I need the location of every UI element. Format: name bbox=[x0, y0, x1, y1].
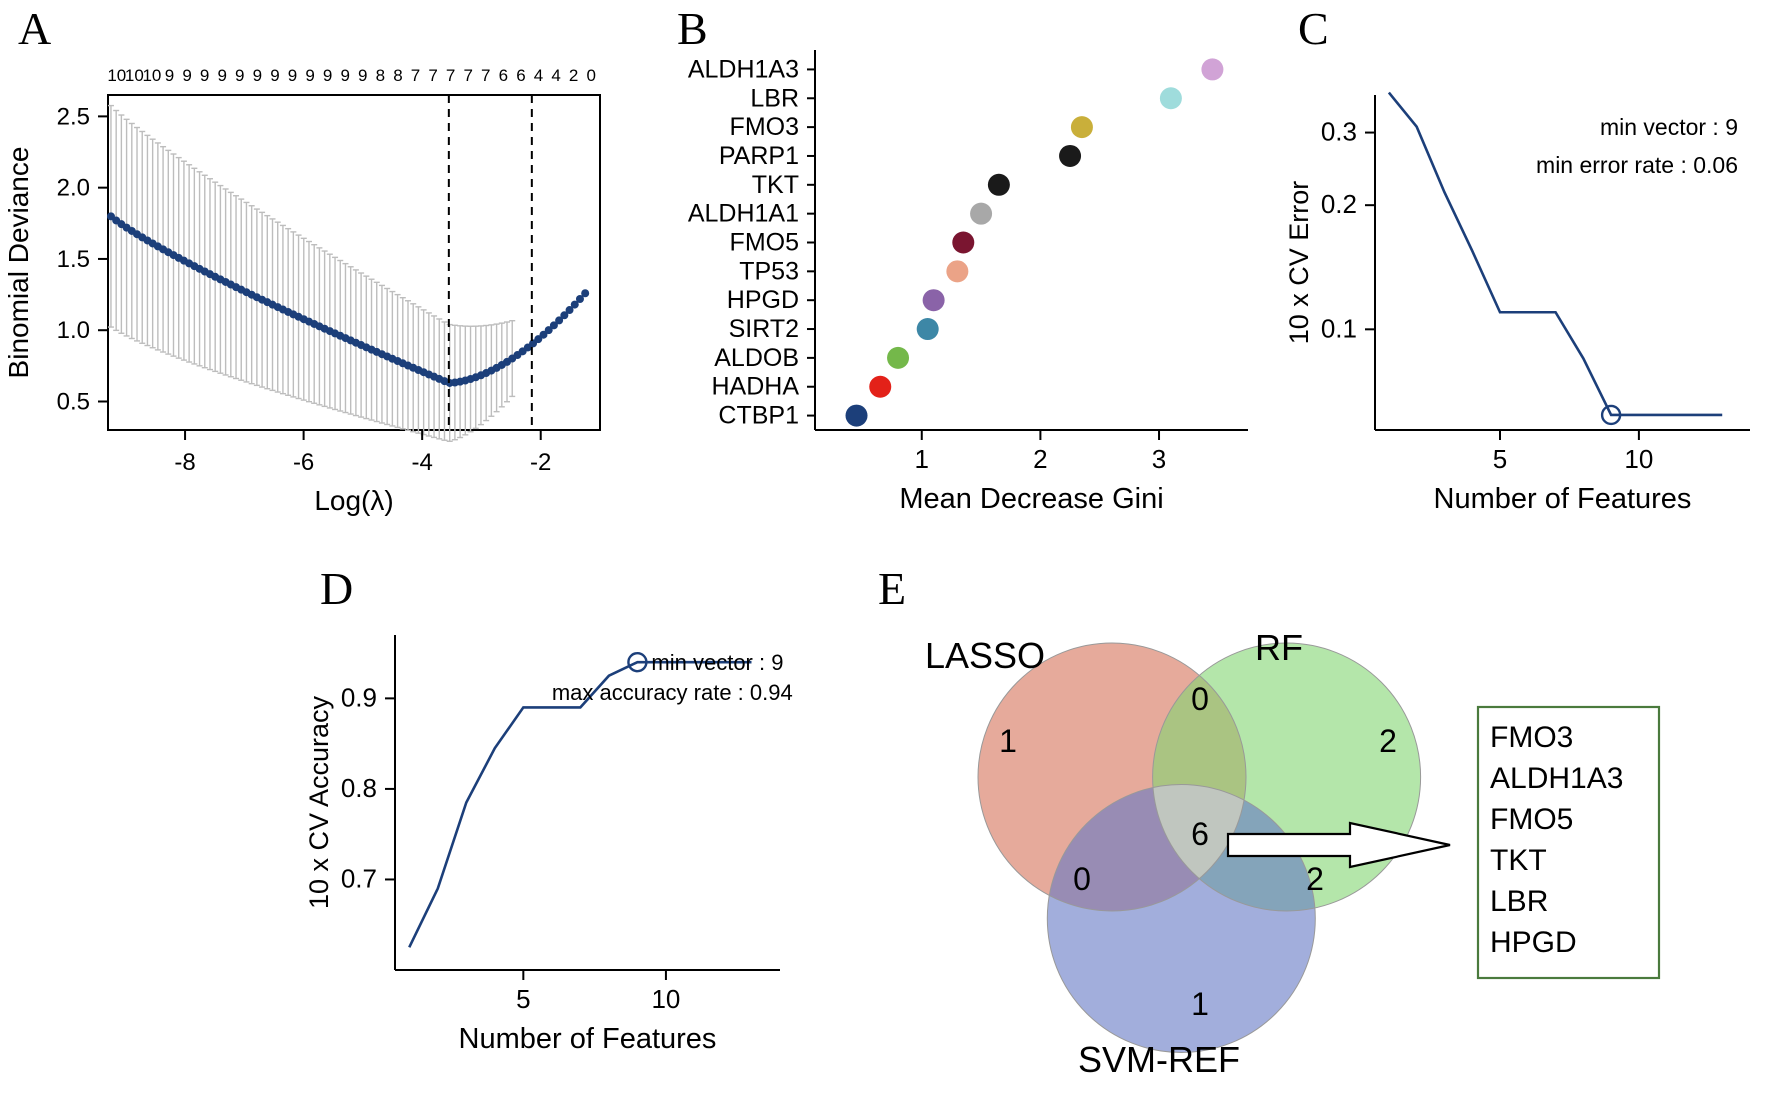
svg-text:9: 9 bbox=[235, 66, 244, 85]
svg-text:9: 9 bbox=[253, 66, 262, 85]
svg-text:7: 7 bbox=[411, 66, 420, 85]
svg-text:HADHA: HADHA bbox=[711, 373, 799, 401]
svg-text:HPGD: HPGD bbox=[727, 286, 799, 314]
svg-text:7: 7 bbox=[481, 66, 490, 85]
svg-text:FMO5: FMO5 bbox=[1490, 803, 1573, 836]
svg-text:1: 1 bbox=[915, 444, 929, 474]
svg-text:1: 1 bbox=[1191, 986, 1209, 1022]
svg-text:9: 9 bbox=[165, 66, 174, 85]
svg-text:ALDH1A3: ALDH1A3 bbox=[688, 55, 799, 83]
svg-text:-8: -8 bbox=[174, 449, 195, 476]
svg-text:0.3: 0.3 bbox=[1321, 117, 1357, 147]
svg-text:4: 4 bbox=[534, 66, 543, 85]
svg-text:LBR: LBR bbox=[1490, 885, 1548, 918]
svg-text:LBR: LBR bbox=[750, 84, 799, 112]
svg-text:FMO5: FMO5 bbox=[730, 229, 799, 257]
svg-text:HPGD: HPGD bbox=[1490, 926, 1577, 959]
svg-text:0.7: 0.7 bbox=[341, 863, 377, 893]
svg-text:2: 2 bbox=[1306, 861, 1324, 897]
svg-text:0: 0 bbox=[1191, 681, 1209, 717]
svg-text:TP53: TP53 bbox=[739, 257, 799, 285]
svg-text:0.9: 0.9 bbox=[341, 682, 377, 712]
svg-text:6: 6 bbox=[1191, 816, 1209, 852]
svg-text:9: 9 bbox=[323, 66, 332, 85]
svg-text:10 x CV Error: 10 x CV Error bbox=[1284, 181, 1314, 345]
svg-text:RF: RF bbox=[1255, 627, 1303, 668]
svg-text:4: 4 bbox=[551, 66, 560, 85]
svg-text:9: 9 bbox=[340, 66, 349, 85]
svg-text:2.5: 2.5 bbox=[57, 103, 90, 130]
svg-text:min vector : 9: min vector : 9 bbox=[1600, 114, 1738, 140]
svg-text:2: 2 bbox=[1033, 444, 1047, 474]
svg-text:0: 0 bbox=[1073, 861, 1091, 897]
svg-text:9: 9 bbox=[217, 66, 226, 85]
svg-text:ALDH1A3: ALDH1A3 bbox=[1490, 762, 1623, 795]
svg-text:-6: -6 bbox=[293, 449, 314, 476]
svg-text:0.5: 0.5 bbox=[57, 388, 90, 415]
svg-text:max accuracy rate : 0.94: max accuracy rate : 0.94 bbox=[552, 680, 793, 705]
svg-text:LASSO: LASSO bbox=[925, 635, 1045, 676]
svg-text:10: 10 bbox=[142, 66, 161, 85]
svg-text:8: 8 bbox=[376, 66, 385, 85]
svg-text:min error rate : 0.06: min error rate : 0.06 bbox=[1536, 152, 1738, 178]
svg-text:10 x CV Accuracy: 10 x CV Accuracy bbox=[304, 695, 334, 909]
svg-text:2: 2 bbox=[569, 66, 578, 85]
svg-text:Binomial Deviance: Binomial Deviance bbox=[3, 147, 34, 379]
svg-text:FMO3: FMO3 bbox=[1490, 721, 1573, 754]
svg-text:0.2: 0.2 bbox=[1321, 189, 1357, 219]
svg-text:3: 3 bbox=[1152, 444, 1166, 474]
svg-text:TKT: TKT bbox=[752, 171, 799, 199]
svg-text:10: 10 bbox=[1624, 444, 1653, 474]
svg-text:5: 5 bbox=[516, 984, 530, 1014]
svg-text:2: 2 bbox=[1379, 723, 1397, 759]
svg-text:ALDH1A1: ALDH1A1 bbox=[688, 200, 799, 228]
svg-text:-2: -2 bbox=[530, 449, 551, 476]
svg-text:TKT: TKT bbox=[1490, 844, 1547, 877]
svg-text:9: 9 bbox=[288, 66, 297, 85]
svg-text:7: 7 bbox=[463, 66, 472, 85]
svg-text:SVM-REF: SVM-REF bbox=[1078, 1039, 1240, 1080]
svg-text:5: 5 bbox=[1493, 444, 1507, 474]
svg-text:10: 10 bbox=[125, 66, 144, 85]
svg-text:0.1: 0.1 bbox=[1321, 313, 1357, 343]
svg-text:Mean Decrease Gini: Mean Decrease Gini bbox=[899, 483, 1163, 515]
svg-text:FMO3: FMO3 bbox=[730, 113, 799, 141]
svg-text:2.0: 2.0 bbox=[57, 175, 90, 202]
svg-text:10: 10 bbox=[651, 984, 680, 1014]
svg-text:9: 9 bbox=[358, 66, 367, 85]
svg-text:9: 9 bbox=[270, 66, 279, 85]
svg-text:Log(λ): Log(λ) bbox=[314, 485, 393, 516]
svg-text:-4: -4 bbox=[411, 449, 432, 476]
svg-text:SIRT2: SIRT2 bbox=[729, 315, 799, 343]
svg-text:10: 10 bbox=[107, 66, 126, 85]
svg-text:7: 7 bbox=[428, 66, 437, 85]
svg-text:CTBP1: CTBP1 bbox=[718, 402, 799, 430]
svg-text:7: 7 bbox=[446, 66, 455, 85]
svg-text:9: 9 bbox=[182, 66, 191, 85]
svg-text:Number of Features: Number of Features bbox=[1434, 483, 1692, 515]
svg-text:9: 9 bbox=[305, 66, 314, 85]
svg-text:9: 9 bbox=[200, 66, 209, 85]
svg-text:0.8: 0.8 bbox=[341, 773, 377, 803]
svg-text:6: 6 bbox=[499, 66, 508, 85]
svg-text:PARP1: PARP1 bbox=[719, 142, 799, 170]
svg-text:min vector : 9: min vector : 9 bbox=[651, 650, 783, 675]
svg-text:6: 6 bbox=[516, 66, 525, 85]
svg-text:0: 0 bbox=[586, 66, 595, 85]
svg-text:1: 1 bbox=[999, 723, 1017, 759]
svg-text:ALDOB: ALDOB bbox=[714, 344, 799, 372]
svg-text:1.0: 1.0 bbox=[57, 317, 90, 344]
svg-text:1.5: 1.5 bbox=[57, 246, 90, 273]
svg-text:Number of Features: Number of Features bbox=[459, 1023, 717, 1055]
svg-text:8: 8 bbox=[393, 66, 402, 85]
